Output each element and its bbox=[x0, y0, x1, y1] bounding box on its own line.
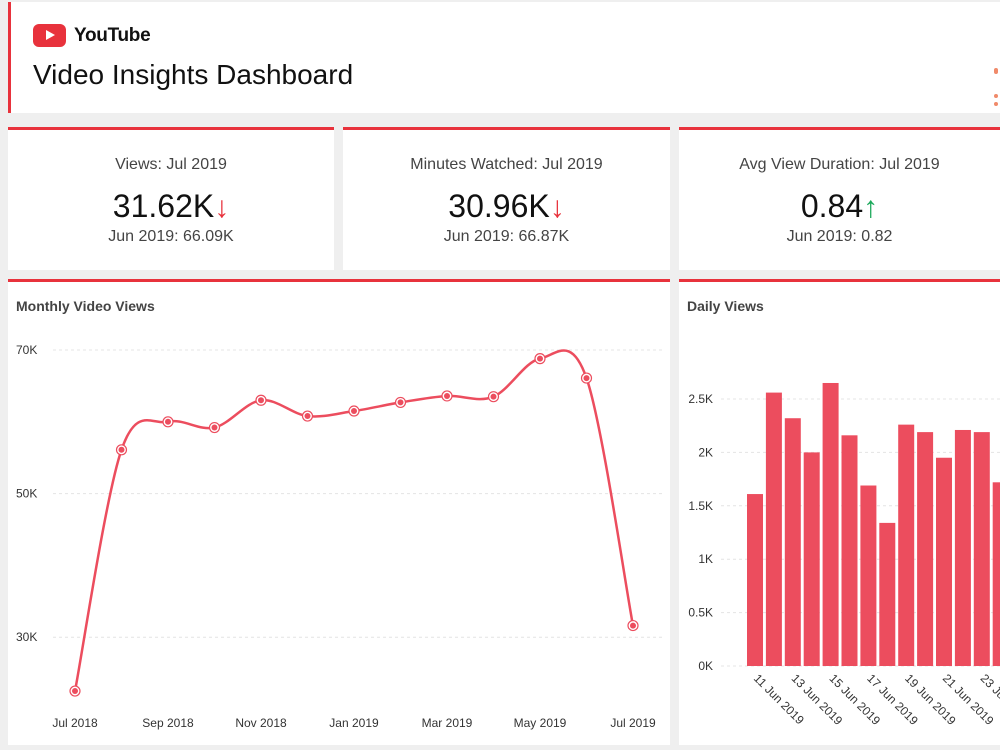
monthly-views-chart: Monthly Video Views 30K 50K 70K Jul 2018 Sep… bbox=[8, 279, 670, 745]
data-point bbox=[258, 397, 264, 404]
y-tick-label: 2K bbox=[698, 445, 713, 459]
bar bbox=[898, 424, 915, 666]
x-tick-label: May 2019 bbox=[514, 716, 567, 730]
daily-views-chart: Daily Views 0K 0.5K 1K 1.5K 2K 2.5K 11 Jun 201… bbox=[679, 279, 1000, 745]
page-title: Video Insights Dashboard bbox=[33, 59, 354, 90]
series-line bbox=[73, 349, 635, 692]
bar bbox=[784, 418, 801, 666]
data-point bbox=[537, 355, 543, 362]
dashboard-header: YouTube Video Insights Dashboard bbox=[8, 2, 1000, 113]
bar bbox=[879, 522, 896, 666]
bar bbox=[747, 494, 763, 666]
data-point bbox=[304, 413, 311, 420]
y-tick-label: 1.5K bbox=[688, 499, 713, 513]
line-chart: 30K 50K 70K Jul 2018 Sep 2018 Nov 2018 Jan 201… bbox=[16, 343, 663, 730]
bar bbox=[860, 485, 877, 666]
kpi-avg-view-duration: Avg View Duration: Jul 2019 0.84↑ Jun 20… bbox=[679, 127, 1000, 270]
y-tick-label: 50K bbox=[16, 487, 37, 501]
arrow-up-icon: ↑ bbox=[863, 191, 879, 224]
kpi-label: Minutes Watched: Jul 2019 bbox=[410, 156, 603, 173]
kpi-previous: Jun 2019: 0.82 bbox=[786, 228, 893, 245]
data-point bbox=[72, 688, 78, 695]
y-tick-label: 1K bbox=[698, 552, 713, 566]
kpi-label: Views: Jul 2019 bbox=[115, 156, 227, 173]
data-point bbox=[444, 392, 450, 399]
y-tick-label: 0.5K bbox=[688, 606, 713, 620]
arrow-down-icon: ↓ bbox=[549, 191, 565, 224]
x-tick-label: Jul 2019 bbox=[610, 716, 656, 730]
data-point bbox=[583, 375, 590, 382]
data-point bbox=[211, 424, 218, 431]
x-tick-label: Mar 2019 bbox=[422, 716, 473, 730]
arrow-down-icon: ↓ bbox=[214, 191, 230, 224]
data-point bbox=[630, 622, 636, 629]
data-point bbox=[351, 408, 357, 415]
bar bbox=[973, 432, 990, 666]
x-tick-label: Jan 2019 bbox=[329, 716, 379, 730]
bar bbox=[936, 457, 952, 666]
bar bbox=[822, 382, 839, 666]
bar bbox=[992, 482, 1000, 666]
data-point bbox=[397, 399, 404, 406]
bar bbox=[765, 392, 782, 666]
kpi-label: Avg View Duration: Jul 2019 bbox=[739, 156, 940, 173]
kpi-value: 0.84 bbox=[800, 188, 864, 224]
more-options-icon[interactable] bbox=[994, 68, 998, 110]
kpi-views: Views: Jul 2019 31.62K↓ Jun 2019: 66.09K bbox=[8, 127, 334, 270]
bar bbox=[954, 429, 971, 666]
chart-title: Monthly Video Views bbox=[16, 298, 155, 314]
y-tick-label: 0K bbox=[698, 659, 713, 673]
data-point bbox=[490, 393, 497, 400]
x-tick-label: Sep 2018 bbox=[142, 716, 194, 730]
x-tick-label: Jul 2018 bbox=[52, 716, 98, 730]
bar bbox=[803, 452, 820, 666]
kpi-minutes-watched: Minutes Watched: Jul 2019 30.96K↓ Jun 20… bbox=[343, 127, 670, 270]
youtube-play-icon bbox=[33, 24, 66, 47]
kpi-previous: Jun 2019: 66.87K bbox=[443, 228, 570, 245]
kpi-value: 30.96K bbox=[448, 188, 550, 224]
kpi-value: 31.62K bbox=[112, 188, 215, 224]
kpi-previous: Jun 2019: 66.09K bbox=[108, 228, 234, 245]
y-tick-label: 70K bbox=[16, 343, 37, 357]
x-tick-label: Nov 2018 bbox=[235, 716, 287, 730]
youtube-logo: YouTube bbox=[33, 24, 151, 47]
y-tick-label: 30K bbox=[16, 630, 37, 644]
y-tick-label: 2.5K bbox=[688, 392, 713, 406]
data-point bbox=[165, 418, 171, 425]
bar bbox=[841, 435, 858, 666]
data-point bbox=[118, 446, 125, 453]
brand-name: YouTube bbox=[74, 24, 151, 46]
chart-title: Daily Views bbox=[687, 298, 764, 314]
bar bbox=[917, 432, 934, 666]
